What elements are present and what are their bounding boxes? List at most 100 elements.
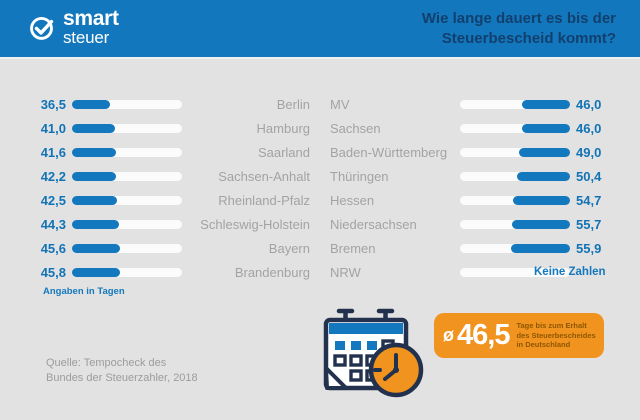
bar-label: Sachsen (330, 120, 381, 136)
bar-row: 41,0 Hamburg (38, 116, 310, 140)
bar-value: 42,5 (40, 192, 66, 208)
bar-track (72, 267, 182, 277)
bar-label: NRW (330, 264, 361, 280)
bar-track (460, 99, 570, 109)
bar-row: 44,3 Schleswig-Holstein (38, 212, 310, 236)
bar-fill (72, 99, 110, 109)
bar-label: Bremen (330, 240, 376, 256)
bar-label: Niedersachsen (330, 216, 417, 232)
bar-value: 45,6 (40, 240, 66, 256)
bar-label: Berlin (276, 96, 310, 112)
page-title: Wie lange dauert es bis der Steuerbesche… (422, 9, 616, 49)
bar-fill (72, 171, 116, 181)
bar-track (72, 171, 182, 181)
bar-value: 54,7 (576, 192, 602, 208)
bar-track (460, 171, 570, 181)
bar-track (460, 219, 570, 229)
bar-fill (72, 219, 119, 229)
bar-label: Hessen (330, 192, 375, 208)
bar-fill (511, 243, 570, 253)
bar-fill (522, 99, 570, 109)
bar-track (72, 243, 182, 253)
bar-label: MV (330, 96, 350, 112)
brand-word-steuer: steuer (63, 28, 110, 47)
source-line2: Bundes der Steuerzahler, 2018 (46, 372, 198, 384)
bar-row: MV 46,0 (330, 92, 624, 116)
bar-fill (512, 219, 570, 229)
bar-label: Thüringen (330, 168, 389, 184)
bar-fill (522, 123, 570, 133)
bar-fill (72, 123, 115, 133)
bar-value: 44,3 (40, 216, 66, 232)
unit-note: Angaben in Tagen (43, 286, 125, 297)
bar-fill (517, 171, 570, 181)
bar-label: Baden-Württemberg (330, 144, 448, 160)
bar-value: 46,0 (576, 96, 602, 112)
bar-track (72, 147, 182, 157)
bar-row: Thüringen 50,4 (330, 164, 624, 188)
bar-label: Brandenburg (234, 264, 310, 280)
calendar-clock-icon (323, 308, 424, 398)
bar-track (460, 147, 570, 157)
header-divider (0, 57, 640, 59)
bar-value: 41,6 (40, 144, 66, 160)
chart-left-column: 36,5 Berlin 41,0 Hamburg 41,6 Saarland 42,2 Sac… (38, 92, 310, 284)
bar-value: 46,0 (576, 120, 602, 136)
average-value: 46,5 (457, 319, 510, 351)
bar-row: 42,5 Rheinland-Pfalz (38, 188, 310, 212)
bar-label: Schleswig-Holstein (200, 216, 310, 232)
page-title-line2: Steuerbescheid kommt? (441, 30, 616, 47)
bar-value: 49,0 (576, 144, 602, 160)
bar-label: Hamburg (256, 120, 310, 136)
bar-row: Sachsen 46,0 (330, 116, 624, 140)
chart-right-column: MV 46,0 Sachsen 46,0 Baden-Württemberg 49,0 Th… (330, 92, 624, 284)
source-line1: Quelle: Tempocheck des (46, 357, 167, 369)
bar-value: 42,2 (40, 168, 66, 184)
bar-track (460, 267, 570, 277)
bar-fill (72, 147, 116, 157)
bar-track (72, 195, 182, 205)
bar-value: 45,8 (40, 264, 66, 280)
average-badge: ø 46,5 Tage bis zum Erhalt des Steuerbes… (434, 313, 604, 358)
brand-wordmark: smart steuer (63, 7, 119, 47)
bar-row: 41,6 Saarland (38, 140, 310, 164)
bar-fill (72, 195, 117, 205)
header: smart steuer Wie lange dauert es bis der… (0, 0, 640, 57)
bar-row: NRW Keine Zahlen (330, 260, 624, 284)
bar-row: 45,6 Bayern (38, 236, 310, 260)
bar-fill (72, 267, 120, 277)
average-description: Tage bis zum Erhalt des Steuerbescheides… (516, 320, 596, 350)
bar-row: 45,8 Brandenburg (38, 260, 310, 284)
bar-label: Bayern (268, 240, 310, 256)
brand-word-smart: smart (63, 7, 119, 30)
check-circle-icon (30, 16, 54, 40)
bar-fill (72, 243, 120, 253)
bar-row: Hessen 54,7 (330, 188, 624, 212)
brand-logo: smart steuer (27, 7, 119, 47)
bar-row: 36,5 Berlin (38, 92, 310, 116)
bar-track (72, 123, 182, 133)
bar-value: Keine Zahlen (534, 266, 606, 278)
bar-value: 41,0 (40, 120, 66, 136)
bar-track (460, 195, 570, 205)
average-symbol: ø (443, 325, 454, 345)
bar-value: 55,7 (576, 216, 602, 232)
bar-value: 36,5 (40, 96, 66, 112)
bar-row: 42,2 Sachsen-Anhalt (38, 164, 310, 188)
bar-row: Niedersachsen 55,7 (330, 212, 624, 236)
bar-track (72, 219, 182, 229)
bar-row: Baden-Württemberg 49,0 (330, 140, 624, 164)
bar-value: 55,9 (576, 240, 602, 256)
bar-track (460, 243, 570, 253)
bar-label: Saarland (257, 144, 310, 160)
bar-row: Bremen 55,9 (330, 236, 624, 260)
bar-track (72, 99, 182, 109)
bar-fill (513, 195, 570, 205)
page-title-line1: Wie lange dauert es bis der (421, 10, 616, 27)
bar-fill (519, 147, 570, 157)
bar-label: Sachsen-Anhalt (218, 168, 310, 184)
bar-label: Rheinland-Pfalz (218, 192, 310, 208)
source-note: Quelle: Tempocheck des Bundes der Steuer… (46, 356, 198, 386)
bar-track (460, 123, 570, 133)
